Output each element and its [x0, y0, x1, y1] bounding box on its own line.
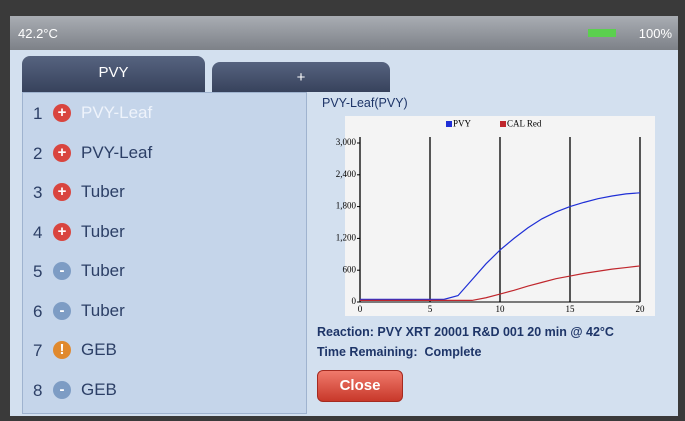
sample-number: 3	[33, 183, 42, 203]
status-icon: !	[53, 341, 71, 359]
sample-row[interactable]: 3 + Tuber	[23, 174, 306, 213]
sample-label: Tuber	[81, 222, 125, 242]
tab-add[interactable]: +	[212, 62, 390, 92]
sample-row[interactable]: 5-Tuber	[23, 253, 306, 292]
legend-label: CAL Red	[507, 119, 542, 129]
y-tick-label: 3,000	[336, 137, 357, 147]
sample-number: 5	[33, 262, 42, 282]
time-value: Complete	[424, 345, 481, 359]
sample-label: Tuber	[81, 182, 125, 202]
y-tick-label: 1,800	[336, 201, 357, 211]
tab[interactable]: PVY	[22, 56, 205, 92]
status-icon: +	[53, 144, 71, 162]
battery-icon	[588, 29, 616, 37]
sample-row[interactable]: 1 + PVY-Leaf	[23, 95, 306, 134]
y-tick-label: 2,400	[336, 169, 357, 179]
sample-label: PVY-Leaf	[81, 103, 152, 123]
sample-label: PVY-Leaf	[81, 143, 152, 163]
time-label: Time Remaining:	[317, 345, 417, 359]
sample-row[interactable]: 2 + PVY-Leaf	[23, 135, 306, 174]
sample-row[interactable]: 6-Tuber	[23, 293, 306, 332]
screen: 42.2°C 100% PVY + 1 + PVY-Leaf 2 + PVY-Leaf 3 +…	[10, 16, 678, 416]
sample-number: 6	[33, 302, 42, 322]
y-tick-label: 0	[352, 296, 357, 306]
y-tick-label: 600	[343, 264, 357, 274]
legend-swatch	[446, 121, 452, 127]
status-icon: -	[53, 381, 71, 399]
sample-number: 4	[33, 223, 42, 243]
close-button[interactable]: Close	[317, 370, 403, 402]
sample-number: 7	[33, 341, 42, 361]
legend-label: PVY	[453, 119, 472, 129]
sample-label: Tuber	[81, 301, 125, 321]
chart-title: PVY-Leaf(PVY)	[322, 96, 408, 110]
page: 42.2°C 100% PVY + 1 + PVY-Leaf 2 + PVY-Leaf 3 +…	[0, 0, 685, 421]
sample-label: GEB	[81, 340, 117, 360]
battery-level: 100%	[639, 26, 672, 41]
sample-label: GEB	[81, 380, 117, 400]
x-tick-label: 10	[496, 304, 506, 314]
sample-number: 2	[33, 144, 42, 164]
sample-row[interactable]: 4 + Tuber	[23, 214, 306, 253]
status-icon: -	[53, 262, 71, 280]
x-tick-label: 20	[636, 304, 646, 314]
sample-number: 8	[33, 381, 42, 401]
x-tick-label: 15	[566, 304, 576, 314]
sample-row[interactable]: 7! GEB	[23, 332, 306, 371]
legend-swatch	[500, 121, 506, 127]
y-tick-label: 1,200	[336, 232, 357, 242]
time-remaining: Time Remaining: Complete	[317, 345, 481, 359]
status-icon: +	[53, 223, 71, 241]
x-tick-label: 0	[358, 304, 363, 314]
sample-label: Tuber	[81, 261, 125, 281]
status-bar: 42.2°C 100%	[10, 16, 678, 50]
status-icon: +	[53, 183, 71, 201]
reaction: Reaction: PVY XRT 20001 R&D 001 20 min @…	[317, 325, 614, 339]
status-icon: -	[53, 302, 71, 320]
sample-row[interactable]: 8-GEB	[23, 372, 306, 411]
sample-number: 1	[33, 104, 42, 124]
status-icon: +	[53, 104, 71, 122]
x-tick-label: 5	[428, 304, 433, 314]
temperature: 42.2°C	[18, 26, 58, 41]
chart: 0 600 1,200 1,800 2,400 3,000 0 5 10 15 20 PVY CAL R…	[318, 112, 658, 322]
